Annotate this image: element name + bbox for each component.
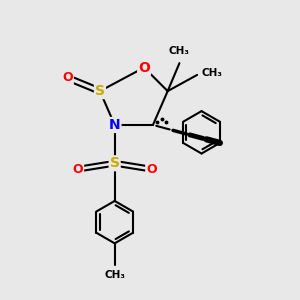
Text: CH₃: CH₃ bbox=[104, 270, 125, 280]
Text: N: N bbox=[109, 118, 121, 132]
Text: S: S bbox=[95, 84, 105, 98]
Text: O: O bbox=[73, 163, 83, 176]
Text: O: O bbox=[146, 163, 157, 176]
Text: CH₃: CH₃ bbox=[202, 68, 223, 78]
Text: S: S bbox=[110, 156, 120, 170]
Text: CH₃: CH₃ bbox=[169, 46, 190, 56]
Text: O: O bbox=[62, 71, 73, 84]
Text: O: O bbox=[138, 61, 150, 75]
